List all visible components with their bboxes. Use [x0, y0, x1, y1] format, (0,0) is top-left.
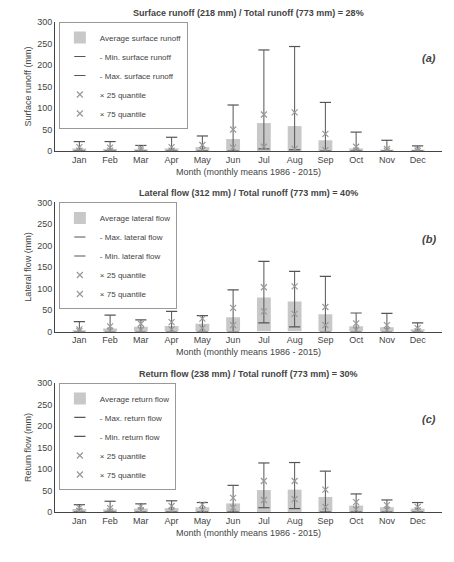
svg-text:200: 200	[37, 60, 52, 70]
svg-text:Sep: Sep	[317, 155, 333, 165]
svg-text:0: 0	[47, 327, 52, 337]
svg-text:Mar: Mar	[133, 516, 149, 526]
svg-text:0: 0	[47, 146, 52, 156]
svg-text:Apr: Apr	[165, 516, 179, 526]
svg-text:(a): (a)	[422, 52, 436, 64]
svg-text:Jan: Jan	[72, 516, 87, 526]
svg-text:Average lateral flow: Average lateral flow	[100, 214, 170, 223]
svg-text:- Min. lateral flow: - Min. lateral flow	[100, 252, 161, 261]
svg-text:Mar: Mar	[133, 335, 149, 345]
svg-text:Nov: Nov	[379, 516, 396, 526]
svg-text:Aug: Aug	[287, 516, 303, 526]
svg-text:100: 100	[37, 464, 52, 474]
svg-text:50: 50	[42, 305, 52, 315]
svg-text:Jul: Jul	[258, 155, 270, 165]
svg-text:× 75 quantile: × 75 quantile	[100, 471, 147, 480]
svg-text:Jun: Jun	[226, 155, 241, 165]
svg-text:× 25 quantile: × 25 quantile	[100, 452, 147, 461]
svg-text:(b): (b)	[422, 233, 436, 245]
svg-text:Aug: Aug	[287, 155, 303, 165]
svg-text:Feb: Feb	[102, 335, 118, 345]
svg-text:× 25 quantile: × 25 quantile	[100, 91, 147, 100]
svg-text:Nov: Nov	[379, 335, 396, 345]
svg-text:300: 300	[37, 378, 52, 388]
svg-text:Jun: Jun	[226, 335, 241, 345]
svg-text:Return flow (238 mm) / Total r: Return flow (238 mm) / Total runoff (773…	[139, 369, 358, 379]
svg-text:Surface runoff (mm): Surface runoff (mm)	[23, 47, 33, 127]
svg-text:× 25 quantile: × 25 quantile	[100, 271, 147, 280]
svg-text:Feb: Feb	[102, 516, 118, 526]
svg-text:Dec: Dec	[410, 516, 427, 526]
svg-text:300: 300	[37, 198, 52, 208]
svg-text:Apr: Apr	[165, 335, 179, 345]
svg-text:(c): (c)	[422, 413, 436, 425]
svg-text:Month (monthly means 1986 - 20: Month (monthly means 1986 - 2015)	[176, 347, 321, 357]
svg-text:Nov: Nov	[379, 155, 396, 165]
svg-text:250: 250	[37, 219, 52, 229]
svg-text:May: May	[194, 335, 212, 345]
svg-text:Jun: Jun	[226, 516, 241, 526]
svg-text:100: 100	[37, 103, 52, 113]
svg-text:Average surface runoff: Average surface runoff	[100, 34, 181, 43]
svg-text:Month (monthly means 1986 - 20: Month (monthly means 1986 - 2015)	[176, 528, 321, 538]
svg-text:100: 100	[37, 284, 52, 294]
svg-text:Oct: Oct	[349, 155, 364, 165]
svg-text:- Max. surface runoff: - Max. surface runoff	[100, 72, 174, 81]
svg-text:- Min. return flow: - Min. return flow	[100, 433, 160, 442]
svg-text:Lateral flow (mm): Lateral flow (mm)	[23, 232, 33, 302]
svg-text:Month (monthly means 1986 - 20: Month (monthly means 1986 - 2015)	[176, 167, 321, 177]
svg-text:May: May	[194, 516, 212, 526]
svg-text:Apr: Apr	[165, 155, 179, 165]
svg-text:Sep: Sep	[317, 516, 333, 526]
svg-text:- Max. lateral flow: - Max. lateral flow	[100, 233, 163, 242]
svg-text:300: 300	[37, 17, 52, 27]
svg-text:- Min. surface runoff: - Min. surface runoff	[100, 53, 172, 62]
svg-text:May: May	[194, 155, 212, 165]
svg-text:250: 250	[37, 400, 52, 410]
svg-text:Mar: Mar	[133, 155, 149, 165]
svg-text:× 75 quantile: × 75 quantile	[100, 110, 147, 119]
svg-text:0: 0	[47, 507, 52, 517]
svg-text:200: 200	[37, 421, 52, 431]
svg-text:Oct: Oct	[349, 335, 364, 345]
svg-text:Surface runoff (218 mm) / Tota: Surface runoff (218 mm) / Total runoff (…	[133, 8, 364, 18]
svg-text:50: 50	[42, 125, 52, 135]
svg-text:Sep: Sep	[317, 335, 333, 345]
svg-text:Jul: Jul	[258, 516, 270, 526]
svg-text:Aug: Aug	[287, 335, 303, 345]
svg-text:150: 150	[37, 443, 52, 453]
svg-text:200: 200	[37, 241, 52, 251]
svg-text:Feb: Feb	[102, 155, 118, 165]
svg-text:150: 150	[37, 262, 52, 272]
svg-text:150: 150	[37, 82, 52, 92]
svg-text:- Max. return flow: - Max. return flow	[100, 414, 162, 423]
svg-text:Return flow (mm): Return flow (mm)	[23, 413, 33, 482]
svg-text:Jan: Jan	[72, 155, 87, 165]
svg-text:Jan: Jan	[72, 335, 87, 345]
svg-text:Average return flow: Average return flow	[100, 395, 169, 404]
svg-text:Dec: Dec	[410, 155, 427, 165]
svg-text:Dec: Dec	[410, 335, 427, 345]
svg-text:Oct: Oct	[349, 516, 364, 526]
svg-text:Jul: Jul	[258, 335, 270, 345]
svg-text:× 75 quantile: × 75 quantile	[100, 290, 147, 299]
svg-text:50: 50	[42, 486, 52, 496]
svg-text:Lateral flow (312 mm) / Total: Lateral flow (312 mm) / Total runoff (77…	[139, 188, 358, 198]
svg-text:250: 250	[37, 39, 52, 49]
